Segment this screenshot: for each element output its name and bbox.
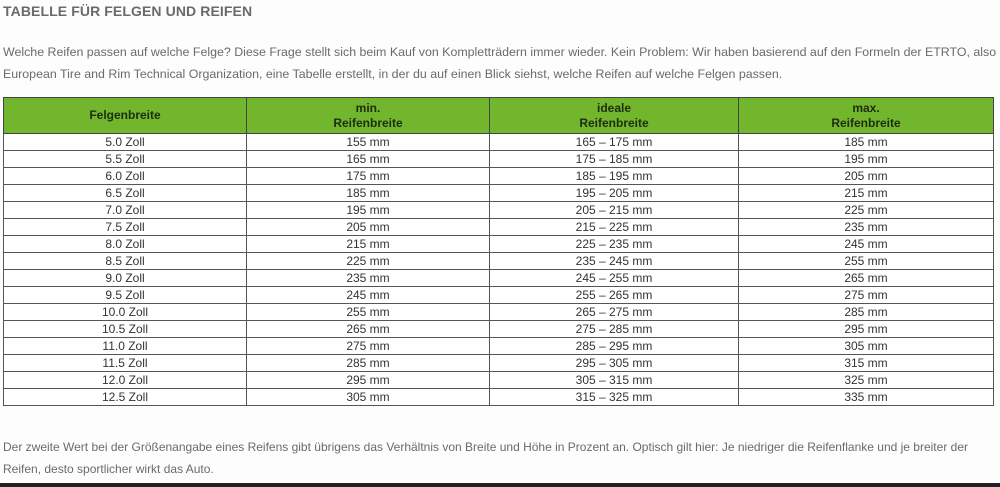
outro-paragraph: Der zweite Wert bei der Größenangabe ein… (3, 440, 968, 476)
ideal-width-cell: 195 – 205 mm (489, 184, 739, 202)
table-row: 11.5 Zoll 285 mm 295 – 305 mm 315 mm (3, 354, 994, 372)
min-width-cell: 225 mm (246, 252, 490, 270)
rim-width-cell: 11.5 Zoll (3, 354, 247, 372)
min-width-cell: 305 mm (246, 388, 490, 406)
rim-tire-table: Felgenbreite min. Reifenbreite ideale Reif… (3, 97, 994, 406)
ideal-width-cell: 265 – 275 mm (489, 303, 739, 321)
rim-width-cell: 5.5 Zoll (3, 150, 247, 168)
header-label: max. (852, 100, 880, 115)
ideal-width-cell: 305 – 315 mm (489, 371, 739, 389)
rim-width-cell: 12.0 Zoll (3, 371, 247, 389)
ideal-width-cell: 235 – 245 mm (489, 252, 739, 270)
table-row: 12.5 Zoll 305 mm 315 – 325 mm 335 mm (3, 388, 994, 406)
ideal-width-cell: 165 – 175 mm (489, 133, 739, 151)
header-label: Reifenbreite (831, 115, 901, 130)
max-width-cell: 215 mm (738, 184, 994, 202)
table-row: 5.5 Zoll 165 mm 175 – 185 mm 195 mm (3, 150, 994, 168)
min-width-cell: 205 mm (246, 218, 490, 236)
header-label: Felgenbreite (89, 108, 161, 122)
min-width-cell: 265 mm (246, 320, 490, 338)
max-width-cell: 315 mm (738, 354, 994, 372)
ideal-width-cell: 175 – 185 mm (489, 150, 739, 168)
ideal-width-cell: 285 – 295 mm (489, 337, 739, 355)
table-row: 10.5 Zoll 265 mm 275 – 285 mm 295 mm (3, 320, 994, 338)
header-label: Reifenbreite (579, 115, 649, 130)
intro-paragraph: Welche Reifen passen auf welche Felge? D… (3, 45, 997, 81)
rim-width-cell: 7.0 Zoll (3, 201, 247, 219)
max-width-cell: 275 mm (738, 286, 994, 304)
bottom-border (0, 483, 1000, 487)
rim-width-cell: 9.0 Zoll (3, 269, 247, 287)
max-width-cell: 265 mm (738, 269, 994, 287)
rim-width-cell: 10.0 Zoll (3, 303, 247, 321)
table-row: 9.0 Zoll 235 mm 245 – 255 mm 265 mm (3, 269, 994, 287)
header-label: min. (355, 100, 381, 115)
min-width-cell: 215 mm (246, 235, 490, 253)
rim-width-cell: 5.0 Zoll (3, 133, 247, 151)
header-felgenbreite: Felgenbreite (3, 97, 247, 134)
table-row: 12.0 Zoll 295 mm 305 – 315 mm 325 mm (3, 371, 994, 389)
table-row: 8.0 Zoll 215 mm 225 – 235 mm 245 mm (3, 235, 994, 253)
ideal-width-cell: 315 – 325 mm (489, 388, 739, 406)
table-row: 5.0 Zoll 155 mm 165 – 175 mm 185 mm (3, 133, 994, 151)
table-row: 7.5 Zoll 205 mm 215 – 225 mm 235 mm (3, 218, 994, 236)
ideal-width-cell: 255 – 265 mm (489, 286, 739, 304)
min-width-cell: 295 mm (246, 371, 490, 389)
min-width-cell: 285 mm (246, 354, 490, 372)
table-row: 6.0 Zoll 175 mm 185 – 195 mm 205 mm (3, 167, 994, 185)
header-label: Reifenbreite (333, 115, 403, 130)
table-row: 9.5 Zoll 245 mm 255 – 265 mm 275 mm (3, 286, 994, 304)
max-width-cell: 185 mm (738, 133, 994, 151)
rim-width-cell: 9.5 Zoll (3, 286, 247, 304)
max-width-cell: 325 mm (738, 371, 994, 389)
rim-width-cell: 7.5 Zoll (3, 218, 247, 236)
max-width-cell: 245 mm (738, 235, 994, 253)
table-row: 10.0 Zoll 255 mm 265 – 275 mm 285 mm (3, 303, 994, 321)
rim-width-cell: 6.5 Zoll (3, 184, 247, 202)
min-width-cell: 235 mm (246, 269, 490, 287)
max-width-cell: 335 mm (738, 388, 994, 406)
ideal-width-cell: 275 – 285 mm (489, 320, 739, 338)
max-width-cell: 205 mm (738, 167, 994, 185)
table-row: 8.5 Zoll 225 mm 235 – 245 mm 255 mm (3, 252, 994, 270)
ideal-width-cell: 245 – 255 mm (489, 269, 739, 287)
table-header-row: Felgenbreite min. Reifenbreite ideale Reif… (3, 97, 994, 134)
rim-width-cell: 10.5 Zoll (3, 320, 247, 338)
ideal-width-cell: 295 – 305 mm (489, 354, 739, 372)
table-row: 7.0 Zoll 195 mm 205 – 215 mm 225 mm (3, 201, 994, 219)
max-width-cell: 285 mm (738, 303, 994, 321)
min-width-cell: 155 mm (246, 133, 490, 151)
min-width-cell: 175 mm (246, 167, 490, 185)
min-width-cell: 185 mm (246, 184, 490, 202)
header-ideal: ideale Reifenbreite (489, 97, 739, 134)
max-width-cell: 295 mm (738, 320, 994, 338)
min-width-cell: 165 mm (246, 150, 490, 168)
header-max: max. Reifenbreite (738, 97, 994, 134)
ideal-width-cell: 185 – 195 mm (489, 167, 739, 185)
rim-width-cell: 11.0 Zoll (3, 337, 247, 355)
ideal-width-cell: 215 – 225 mm (489, 218, 739, 236)
max-width-cell: 195 mm (738, 150, 994, 168)
header-min: min. Reifenbreite (246, 97, 490, 134)
table-row: 11.0 Zoll 275 mm 285 – 295 mm 305 mm (3, 337, 994, 355)
max-width-cell: 255 mm (738, 252, 994, 270)
rim-width-cell: 8.0 Zoll (3, 235, 247, 253)
min-width-cell: 245 mm (246, 286, 490, 304)
page-title: TABELLE FÜR FELGEN UND REIFEN (3, 3, 253, 19)
rim-width-cell: 6.0 Zoll (3, 167, 247, 185)
max-width-cell: 225 mm (738, 201, 994, 219)
max-width-cell: 305 mm (738, 337, 994, 355)
min-width-cell: 275 mm (246, 337, 490, 355)
max-width-cell: 235 mm (738, 218, 994, 236)
header-label: ideale (596, 100, 632, 115)
rim-width-cell: 8.5 Zoll (3, 252, 247, 270)
ideal-width-cell: 205 – 215 mm (489, 201, 739, 219)
table-row: 6.5 Zoll 185 mm 195 – 205 mm 215 mm (3, 184, 994, 202)
ideal-width-cell: 225 – 235 mm (489, 235, 739, 253)
min-width-cell: 195 mm (246, 201, 490, 219)
rim-width-cell: 12.5 Zoll (3, 388, 247, 406)
min-width-cell: 255 mm (246, 303, 490, 321)
